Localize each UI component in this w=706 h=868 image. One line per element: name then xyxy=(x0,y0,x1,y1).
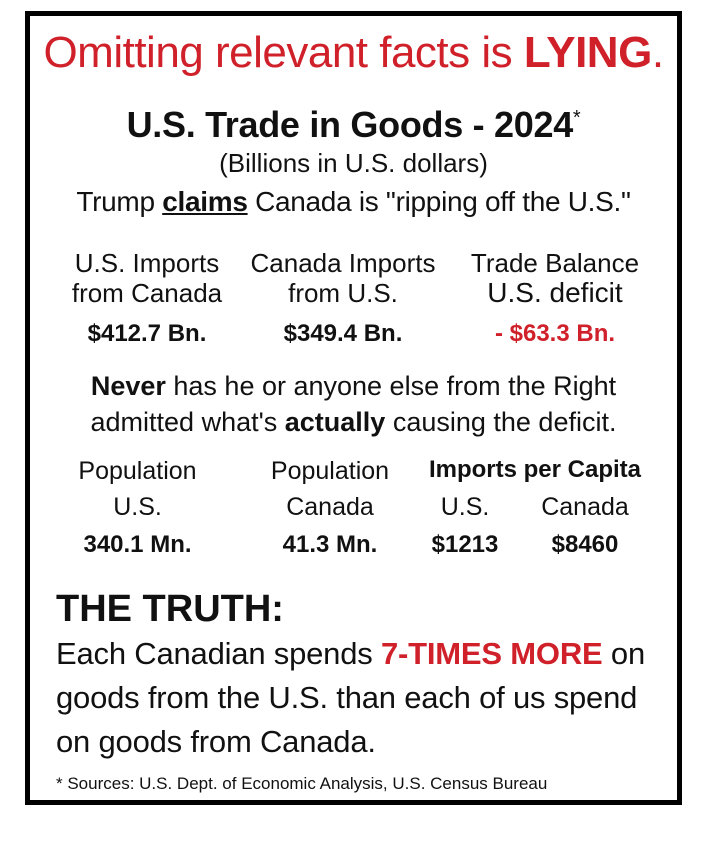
us-imports-label-line1: U.S. Imports xyxy=(74,248,220,278)
population-us-label-line2: U.S. xyxy=(113,493,162,521)
never-line2-before: admitted what's xyxy=(90,407,285,437)
headline-text: Omitting relevant facts is xyxy=(43,28,524,77)
title-text: U.S. Trade in Goods - 2024 xyxy=(126,104,574,145)
trade-balance-value: - $63.3 Bn. xyxy=(494,320,616,347)
truth-heading: THE TRUTH: xyxy=(56,588,284,630)
canada-imports-label-line1: Canada Imports xyxy=(250,248,436,278)
per-capita-canada-value: $8460 xyxy=(551,531,619,558)
title-footnote-marker: * xyxy=(572,107,581,129)
canada-imports-label: Canada Imports from U.S. xyxy=(238,248,448,308)
trade-balance-label-line2: U.S. deficit xyxy=(487,277,623,308)
claim-before: Trump xyxy=(76,186,163,217)
population-canada-label-line1: Population xyxy=(270,457,390,485)
never-rest: has he or anyone else from the Right xyxy=(165,371,617,401)
never-line-2: admitted what's actually causing the def… xyxy=(30,404,677,440)
trade-balance-label: Trade Balance U.S. deficit xyxy=(455,248,655,308)
population-canada-value: 41.3 Mn. xyxy=(282,531,378,558)
never-actually: actually xyxy=(284,407,386,437)
imports-per-capita-header: Imports per Capita xyxy=(428,456,642,483)
us-imports-label-line2: from Canada xyxy=(71,278,223,308)
subtitle: (Billions in U.S. dollars) xyxy=(219,148,488,178)
truth-emphasis: 7-TIMES MORE xyxy=(380,636,603,671)
page-title: U.S. Trade in Goods - 2024* xyxy=(30,104,677,146)
population-canada-label: Population Canada xyxy=(245,456,415,522)
canada-imports-value: $349.4 Bn. xyxy=(283,320,403,347)
never-line-1: Never has he or anyone else from the Rig… xyxy=(30,368,677,404)
claim-after: Canada is "ripping off the U.S." xyxy=(247,186,631,217)
per-capita-canada-label: Canada xyxy=(541,493,629,521)
sources-footnote: * Sources: U.S. Dept. of Economic Analys… xyxy=(56,774,548,793)
us-imports-label: U.S. Imports from Canada xyxy=(52,248,242,308)
never-bold: Never xyxy=(90,371,166,401)
claim-line: Trump claims Canada is "ripping off the … xyxy=(30,186,677,218)
trade-balance-label-line1: Trade Balance xyxy=(470,248,640,278)
canada-imports-label-line2: from U.S. xyxy=(288,278,398,308)
per-capita-us-value: $1213 xyxy=(431,531,499,558)
population-canada-label-line2: Canada xyxy=(286,493,374,521)
never-statement: Never has he or anyone else from the Rig… xyxy=(30,368,677,440)
us-imports-value: $412.7 Bn. xyxy=(87,320,207,347)
headline: Omitting relevant facts is LYING. xyxy=(30,28,677,78)
truth-body-before: Each Canadian spends xyxy=(56,636,381,671)
truth-body-after: on goods from the U.S. than each of us s… xyxy=(56,636,645,759)
headline-emphasis: LYING xyxy=(523,28,652,77)
population-us-label-line1: Population xyxy=(78,457,197,485)
poster-frame: Omitting relevant facts is LYING. U.S. T… xyxy=(25,11,682,805)
claim-underlined: claims xyxy=(162,186,248,217)
population-us-value: 340.1 Mn. xyxy=(83,531,192,558)
population-us-label: Population U.S. xyxy=(50,456,225,522)
per-capita-us-label: U.S. xyxy=(440,493,490,521)
never-line2-after: causing the deficit. xyxy=(385,407,617,437)
truth-body: Each Canadian spends 7-TIMES MORE on goo… xyxy=(56,632,666,764)
headline-suffix: . xyxy=(651,28,664,77)
